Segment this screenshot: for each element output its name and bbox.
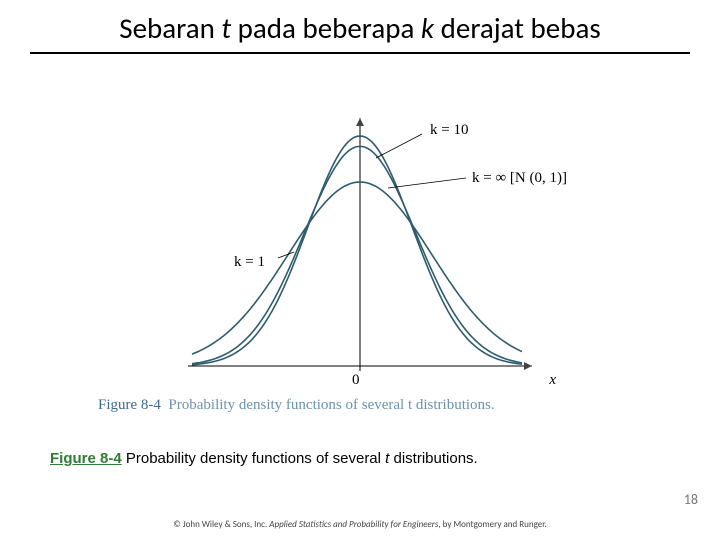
figure-caption-inset: Figure 8-4 Probability density functions… [98, 395, 558, 415]
title-post: derajat bebas [434, 10, 601, 46]
slide-title: Sebaran t pada beberapa k derajat bebas [0, 0, 720, 52]
t-distribution-chart: k = 10 k = ∞ [N (0, 1)] k = 1 0 x [170, 110, 550, 400]
curve-label-k1: k = 1 [234, 254, 265, 271]
caption-post: distributions. [389, 450, 477, 467]
footer-post: , by Montgomery and Runger. [438, 519, 546, 530]
curve-label-k10: k = 10 [430, 122, 468, 139]
x-origin-label: 0 [352, 372, 360, 389]
inset-fig-text: Probability density functions of several… [168, 397, 494, 413]
title-underline [30, 52, 690, 54]
page-number: 18 [684, 491, 698, 508]
title-t: t [221, 10, 231, 46]
footer-pre: © John Wiley & Sons, Inc. [173, 519, 269, 530]
curve-label-kinf: k = ∞ [N (0, 1)] [472, 170, 567, 187]
title-pre: Sebaran [119, 10, 221, 46]
figure-caption-main: Figure 8-4 Probability density functions… [50, 450, 670, 467]
footer-ital: Applied Statistics and Probability for E… [269, 519, 438, 530]
x-axis-label: x [549, 372, 556, 389]
footer-copyright: © John Wiley & Sons, Inc. Applied Statis… [0, 519, 720, 530]
chart-svg [170, 110, 550, 400]
caption-fignum: Figure 8-4 [50, 450, 122, 467]
caption-pre: Probability density functions of several [122, 450, 385, 467]
inset-fig-label: Figure 8-4 [98, 397, 161, 413]
title-mid: pada beberapa [231, 10, 421, 46]
title-k: k [421, 10, 434, 46]
